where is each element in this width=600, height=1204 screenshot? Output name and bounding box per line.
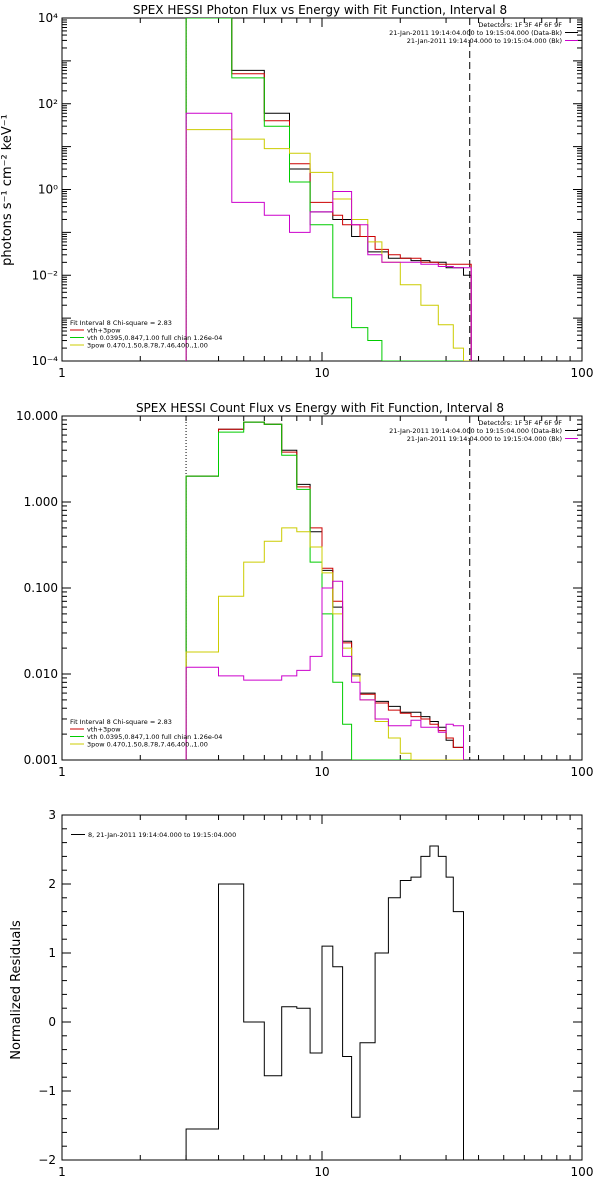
count-flux-panel: SPEX HESSI Count Flux vs Energy with Fit…	[136, 401, 504, 415]
y-axis-label: photons s⁻¹ cm⁻² keV⁻¹	[0, 114, 15, 266]
legend-entry: 21-Jan-2011 19:14:04.000 to 19:15:04.000…	[407, 435, 562, 443]
legend-entry: 21-Jan-2011 19:14:04.000 to 19:15:04.000…	[389, 29, 562, 37]
y-tick-label: 10²	[38, 97, 58, 111]
y-tick-label: 0.001	[24, 753, 58, 767]
legend-entry: 3pow 0.470,1.50,8.78,7.46,400.,1.00	[87, 342, 208, 350]
plot-1: 1 10 100 10⁻⁴ 10⁻² 10⁰ 10² 10⁴ Detectors: 1F 3F …	[32, 11, 594, 380]
x-tick-label: 10	[314, 1165, 329, 1179]
series-line	[185, 18, 472, 361]
y-tick-label: −2	[38, 1153, 56, 1167]
x-tick-label: 10	[314, 765, 329, 779]
photon-flux-panel: SPEX HESSI Photon Flux vs Energy with Fi…	[0, 3, 507, 266]
y-axis-ticks: 10⁻⁴ 10⁻² 10⁰ 10² 10⁴	[32, 11, 582, 368]
y-axis-ticks: −2 −1 0 1 2 3	[38, 808, 582, 1167]
legend-entry: vth+3pow	[87, 327, 121, 335]
legend-entry: 3pow 0.470,1.50,8.78,7.46,400.,1.00	[87, 741, 208, 749]
y-tick-label: −1	[38, 1084, 56, 1098]
y-tick-label: 10.000	[16, 409, 58, 423]
legend-entry: Detectors: 1F 3F 4F 6F 9F	[478, 419, 562, 427]
legend: 8, 21-Jan-2011 19:14:04.000 to 19:15:04.…	[71, 831, 236, 839]
series-line	[185, 845, 464, 1160]
y-tick-label: 2	[48, 877, 56, 891]
legend-entry: Fit Interval 8 Chi-square = 2.83	[70, 319, 172, 327]
y-tick-label: 3	[48, 808, 56, 822]
y-axis-ticks: 0.001 0.010 0.100 1.000 10.000	[16, 409, 582, 767]
series-line	[185, 112, 472, 361]
x-tick-label: 100	[571, 366, 594, 380]
series-line	[185, 580, 464, 760]
x-axis-ticks: 1 10 100	[58, 416, 593, 779]
x-axis-ticks: 1 10 100	[58, 18, 593, 380]
y-tick-label: 10⁰	[38, 183, 58, 197]
y-tick-label: 1.000	[24, 495, 58, 509]
residuals-panel: Normalized Residuals	[9, 920, 24, 1060]
legend-entry: Detectors: 1F 3F 4F 6F 9F	[478, 21, 562, 29]
x-tick-label: 1	[58, 366, 66, 380]
legend-entry: vth 0.0395,0.847,1.00 full chian 1.26e-0…	[87, 733, 222, 741]
legend-entry: 8, 21-Jan-2011 19:14:04.000 to 19:15:04.…	[88, 831, 236, 839]
series-group	[185, 845, 464, 1160]
series-group	[185, 421, 464, 760]
y-tick-label: 10⁴	[38, 11, 58, 25]
series-line	[185, 421, 464, 760]
series-line	[185, 18, 472, 361]
legend-entry: 21-Jan-2011 19:14:04.000 to 19:15:04.000…	[407, 37, 562, 45]
y-tick-label: 0	[48, 1015, 56, 1029]
legend-entry: Fit Interval 8 Chi-square = 2.83	[70, 718, 172, 726]
y-tick-label: 0.010	[24, 667, 58, 681]
x-tick-label: 1	[58, 765, 66, 779]
y-tick-label: 10⁻²	[32, 268, 59, 282]
y-axis-label: Normalized Residuals	[9, 920, 24, 1060]
y-tick-label: 10⁻⁴	[32, 354, 59, 368]
legend-entry: vth+3pow	[87, 726, 121, 734]
x-tick-label: 10	[314, 366, 329, 380]
plot-2: 1 10 100 0.001 0.010 0.100 1.000 10.000 Detector…	[16, 409, 593, 779]
panel-title: SPEX HESSI Count Flux vs Energy with Fit…	[136, 401, 504, 415]
series-group	[185, 18, 472, 361]
plot-3: 1 10 100 −2 −1 0 1 2 3 8, 21-Jan-2011 19:14:04.00…	[38, 808, 593, 1179]
y-tick-label: 0.100	[24, 581, 58, 595]
panel-title: SPEX HESSI Photon Flux vs Energy with Fi…	[133, 3, 507, 17]
x-tick-label: 1	[58, 1165, 66, 1179]
legend-entry: 21-Jan-2011 19:14:04.000 to 19:15:04.000…	[389, 427, 562, 435]
legend-entry: vth 0.0395,0.847,1.00 full chian 1.26e-0…	[87, 334, 222, 342]
x-tick-label: 100	[571, 765, 594, 779]
x-axis-ticks: 1 10 100	[58, 815, 593, 1179]
y-tick-label: 1	[48, 946, 56, 960]
x-tick-label: 100	[571, 1165, 594, 1179]
